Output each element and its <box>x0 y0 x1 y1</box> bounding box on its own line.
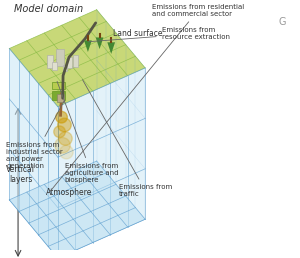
Text: Atmosphere: Atmosphere <box>46 188 92 197</box>
Circle shape <box>58 118 71 132</box>
Bar <box>52 82 65 90</box>
Text: Emissions from
traffic: Emissions from traffic <box>82 80 172 197</box>
Polygon shape <box>107 42 115 54</box>
Polygon shape <box>9 49 58 258</box>
Bar <box>56 50 64 66</box>
Text: Emissions from
agriculture and
biosphere: Emissions from agriculture and biosphere <box>57 81 118 183</box>
Polygon shape <box>9 10 145 107</box>
Circle shape <box>56 111 67 123</box>
Circle shape <box>58 132 72 145</box>
Circle shape <box>55 138 70 153</box>
Bar <box>63 65 67 71</box>
Bar <box>67 57 72 68</box>
Polygon shape <box>97 10 145 219</box>
Text: Model domain: Model domain <box>14 4 83 14</box>
Polygon shape <box>84 40 92 52</box>
Text: Emissions from
industrial sector
and power
generation: Emissions from industrial sector and pow… <box>6 101 64 169</box>
Bar <box>52 62 57 70</box>
Text: Land surface: Land surface <box>113 29 163 38</box>
Bar <box>52 91 65 100</box>
Text: Vertical
layers: Vertical layers <box>6 165 35 184</box>
Circle shape <box>60 145 73 159</box>
Bar <box>57 94 64 102</box>
Circle shape <box>54 126 65 138</box>
Polygon shape <box>58 68 145 258</box>
Polygon shape <box>9 161 145 258</box>
Polygon shape <box>96 37 104 49</box>
Text: G: G <box>278 18 286 27</box>
Bar <box>73 55 78 67</box>
Polygon shape <box>9 10 97 200</box>
Bar <box>47 55 53 68</box>
Text: Emissions from
resource extraction: Emissions from resource extraction <box>88 27 230 42</box>
Text: Emissions from residential
and commercial sector: Emissions from residential and commercia… <box>49 4 244 193</box>
